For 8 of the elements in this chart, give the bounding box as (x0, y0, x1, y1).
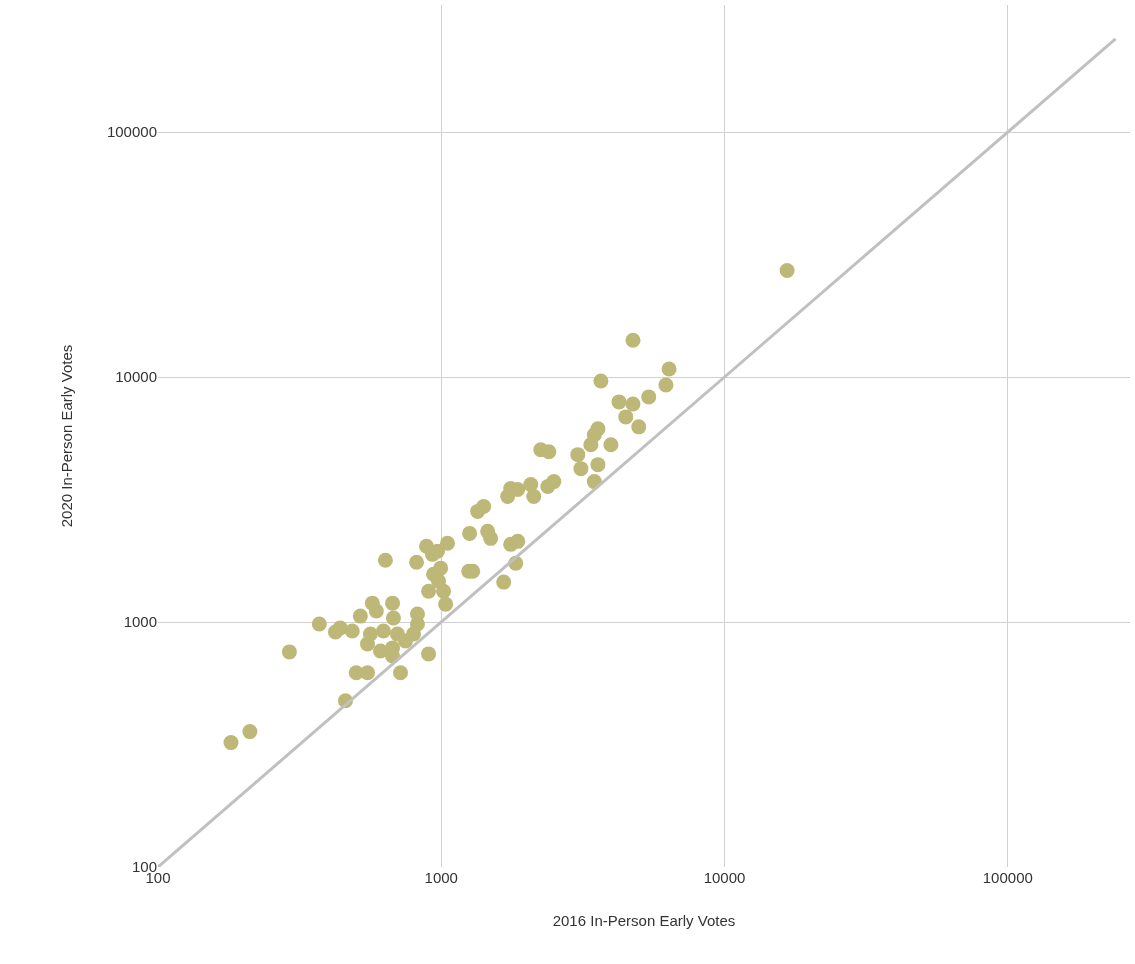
x-axis-title: 2016 In-Person Early Votes (552, 912, 736, 929)
x-tick-label: 100000 (982, 869, 1033, 886)
y-tick-label: 1000 (123, 613, 157, 631)
y-tick-label: 10000 (115, 368, 157, 386)
y-tick-label: 100000 (106, 123, 157, 141)
y-axis-title: 2020 In-Person Early Votes (58, 344, 76, 528)
x-tick-label: 1000 (424, 869, 458, 886)
x-tick-label: 10000 (703, 869, 746, 886)
